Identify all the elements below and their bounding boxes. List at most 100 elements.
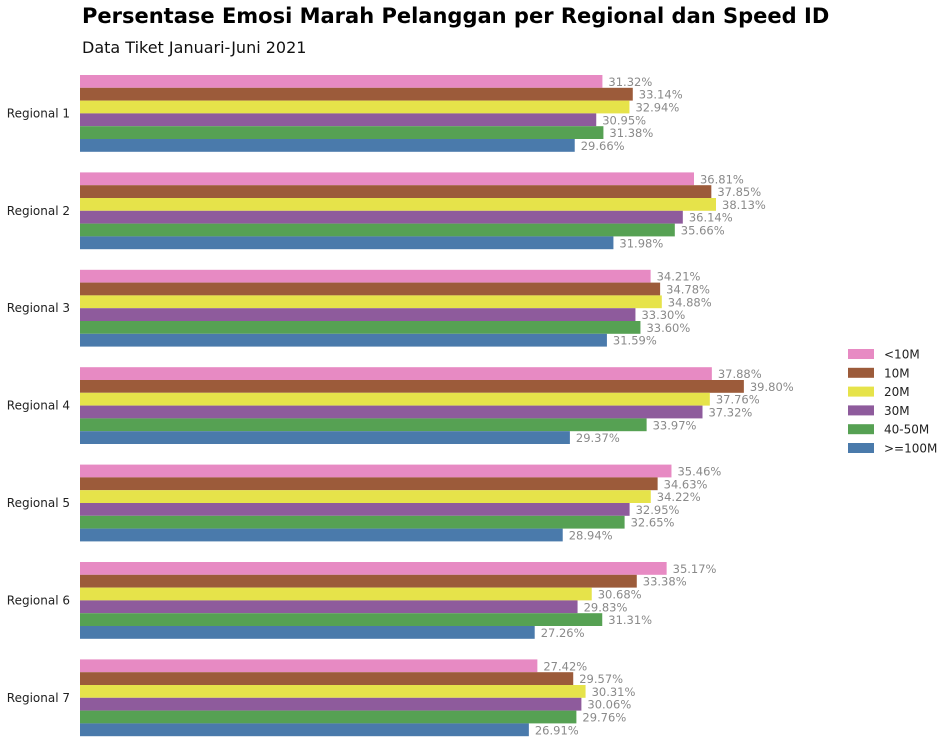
category-label-regional-1: Regional 1 [7, 106, 70, 120]
bar-regional-6-40-50m [80, 613, 603, 626]
value-label-regional-1-10m: 33.14% [639, 88, 683, 102]
bar-regional-5-30m [80, 503, 630, 516]
value-label-regional-7-10m: 29.57% [579, 672, 623, 686]
value-label-regional-4-10m: 39.80% [750, 380, 794, 394]
bar-regional-5-100m [80, 528, 563, 542]
legend-label-10m: <10M [884, 348, 920, 362]
legend-swatch-100m [848, 443, 874, 453]
bar-regional-1-20m [80, 100, 630, 114]
bar-regional-4-30m [80, 405, 703, 419]
value-label-regional-2-30m: 36.14% [689, 211, 733, 225]
value-label-regional-7-10m: 27.42% [543, 659, 587, 673]
chart-subtitle: Data Tiket Januari-Juni 2021 [82, 38, 307, 57]
bar-regional-1-100m [80, 139, 575, 152]
bar-regional-7-40-50m [80, 710, 577, 724]
value-label-regional-1-30m: 30.95% [602, 113, 646, 127]
bar-regional-7-100m [80, 723, 529, 737]
value-label-regional-4-30m: 37.32% [708, 406, 752, 420]
value-label-regional-2-10m: 36.81% [700, 172, 744, 186]
bar-regional-5-40-50m [80, 515, 625, 529]
legend-swatch-10m [848, 367, 874, 378]
bar-regional-4-20m [80, 392, 710, 406]
bar-regional-2-100m [80, 236, 614, 250]
value-label-regional-4-40-50m: 33.97% [653, 418, 697, 432]
category-label-regional-7: Regional 7 [7, 691, 70, 705]
bar-regional-5-10m [80, 464, 672, 478]
value-label-regional-3-10m: 34.78% [666, 283, 710, 297]
value-label-regional-1-10m: 31.32% [608, 75, 652, 89]
value-label-regional-6-20m: 30.68% [598, 588, 642, 602]
value-label-regional-7-20m: 30.31% [592, 685, 636, 699]
legend-swatch-10m [848, 349, 874, 359]
bar-regional-1-10m [80, 87, 633, 101]
legend-swatch-30m [848, 405, 874, 416]
bar-regional-2-10m [80, 172, 694, 186]
value-label-regional-6-10m: 35.17% [673, 562, 717, 576]
bar-regional-4-10m [80, 367, 712, 380]
bar-regional-3-10m [80, 282, 661, 296]
bar-regional-1-40-50m [80, 126, 604, 139]
value-label-regional-4-20m: 37.76% [716, 393, 760, 407]
value-label-regional-5-20m: 34.22% [657, 490, 701, 504]
value-label-regional-4-100m: 29.37% [576, 431, 620, 445]
value-label-regional-2-10m: 37.85% [717, 185, 761, 199]
legend-swatch-20m [848, 386, 874, 397]
value-label-regional-3-10m: 34.21% [657, 270, 701, 284]
bar-regional-4-40-50m [80, 418, 647, 432]
bar-regional-3-100m [80, 333, 607, 347]
value-label-regional-2-20m: 38.13% [722, 198, 766, 212]
chart-title: Persentase Emosi Marah Pelanggan per Reg… [82, 4, 830, 28]
bar-regional-1-10m [80, 75, 603, 88]
value-label-regional-6-30m: 29.83% [584, 600, 628, 614]
bar-regional-2-10m [80, 185, 712, 198]
bar-regional-3-30m [80, 308, 636, 321]
value-label-regional-6-100m: 27.26% [541, 626, 585, 640]
legend-label-30m: 30M [884, 404, 910, 418]
bar-regional-1-30m [80, 113, 597, 127]
plot-area: Regional 1 31.32%33.14%32.94%30.95%31.38%… [7, 75, 794, 737]
value-label-regional-5-100m: 28.94% [569, 529, 613, 543]
bar-regional-6-100m [80, 626, 535, 639]
category-label-regional-3: Regional 3 [7, 301, 70, 315]
bar-regional-3-10m [80, 269, 651, 283]
bar-regional-7-10m [80, 672, 574, 685]
legend: <10M 10M 20M 30M 40-50M >=100M [848, 348, 937, 456]
value-label-regional-7-40-50m: 29.76% [582, 711, 626, 725]
value-label-regional-7-100m: 26.91% [535, 723, 579, 737]
bar-regional-5-20m [80, 490, 651, 503]
bar-regional-2-20m [80, 198, 717, 211]
value-label-regional-5-30m: 32.95% [636, 503, 680, 517]
legend-label-10m: 10M [884, 366, 910, 380]
value-label-regional-3-30m: 33.30% [641, 308, 685, 322]
bar-regional-2-40-50m [80, 223, 675, 237]
category-label-regional-6: Regional 6 [7, 593, 70, 607]
bar-regional-6-10m [80, 562, 667, 575]
category-label-regional-2: Regional 2 [7, 204, 70, 218]
bar-regional-7-10m [80, 659, 538, 673]
bar-regional-6-20m [80, 587, 592, 601]
legend-label-40-50m: 40-50M [884, 423, 929, 437]
value-label-regional-1-100m: 29.66% [581, 139, 625, 153]
bar-regional-7-20m [80, 685, 586, 698]
bar-regional-6-30m [80, 600, 578, 614]
value-label-regional-6-10m: 33.38% [643, 575, 687, 589]
bar-regional-7-30m [80, 697, 582, 711]
bar-regional-4-10m [80, 380, 744, 393]
category-label-regional-4: Regional 4 [7, 399, 70, 413]
value-label-regional-1-20m: 32.94% [635, 101, 679, 115]
value-label-regional-6-40-50m: 31.31% [608, 613, 652, 627]
value-label-regional-7-30m: 30.06% [587, 698, 631, 712]
bar-regional-6-10m [80, 574, 637, 588]
value-label-regional-3-100m: 31.59% [613, 334, 657, 348]
value-label-regional-4-10m: 37.88% [718, 367, 762, 381]
bar-regional-2-30m [80, 210, 683, 224]
bar-regional-3-40-50m [80, 321, 641, 334]
category-label-regional-5: Regional 5 [7, 496, 70, 510]
value-label-regional-3-20m: 34.88% [668, 295, 712, 309]
bar-regional-3-20m [80, 295, 662, 309]
legend-label-20m: 20M [884, 385, 910, 399]
legend-swatch-40-50m [848, 424, 874, 435]
value-label-regional-5-40-50m: 32.65% [631, 516, 675, 530]
value-label-regional-2-100m: 31.98% [619, 236, 663, 250]
